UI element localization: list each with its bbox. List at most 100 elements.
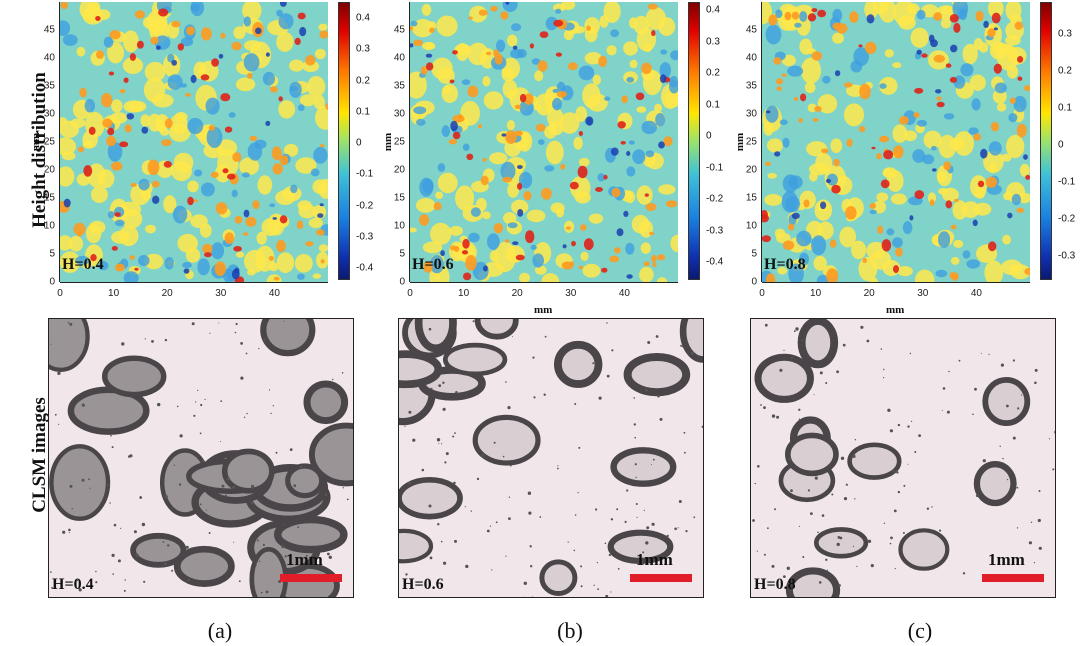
clsm-speck: [610, 518, 614, 521]
height-texture-blob: [969, 74, 986, 91]
height-texture-blob: [858, 256, 878, 281]
height-texture-blob: [144, 61, 166, 82]
height-texture-blob: [940, 18, 952, 29]
height-texture-blob: [211, 242, 225, 260]
clsm-image-b: [398, 318, 704, 598]
height-texture-blob: [504, 139, 522, 157]
clsm-speck: [754, 482, 756, 485]
clsm-speck: [807, 420, 809, 422]
clsm-speck: [143, 580, 146, 583]
height-texture-blob: [813, 255, 827, 271]
height-texture-blob: [996, 102, 1007, 112]
clsm-speck: [57, 371, 61, 375]
height-texture-blob: [102, 118, 113, 128]
clsm-speck: [505, 555, 507, 557]
height-texture-blob: [315, 105, 328, 130]
height-texture-blob: [1003, 192, 1013, 201]
clsm-speck: [284, 555, 287, 558]
height-texture-blob: [156, 45, 161, 50]
height-texture-blob: [436, 15, 458, 37]
clsm-speck: [76, 579, 79, 582]
height-texture-blob: [815, 153, 833, 173]
height-texture-blob: [800, 93, 807, 102]
clsm-speck: [703, 485, 704, 487]
height-texture-blob: [77, 146, 85, 153]
height-texture-blob: [410, 20, 418, 27]
height-texture-blob: [670, 234, 678, 253]
height-texture-blob: [651, 254, 657, 263]
height-texture-blob: [247, 72, 253, 79]
height-texture-blob: [224, 126, 233, 133]
clsm-speck: [208, 532, 211, 534]
height-texture-blob: [60, 20, 71, 36]
clsm-speck: [866, 339, 870, 343]
height-texture-blob: [126, 113, 135, 120]
clsm-speck: [1033, 562, 1036, 564]
y-tick-label: 10: [43, 220, 55, 232]
height-texture-blob: [636, 106, 647, 113]
height-texture-blob: [483, 91, 504, 110]
height-texture-blob: [500, 11, 509, 20]
clsm-speck: [477, 393, 479, 395]
clsm-speck: [783, 349, 785, 351]
height-texture-blob: [851, 240, 867, 260]
height-texture-blob: [974, 186, 986, 199]
clsm-speck: [113, 523, 117, 527]
y-tick-label: 25: [43, 136, 55, 148]
y-tick-label: 40: [745, 52, 757, 64]
clsm-speck: [776, 415, 780, 419]
height-texture-blob: [85, 111, 105, 138]
height-texture-blob: [544, 101, 554, 113]
height-texture-blob: [138, 178, 150, 191]
height-texture-blob: [138, 255, 150, 267]
height-texture-blob: [483, 265, 488, 272]
height-texture-blob: [448, 139, 458, 145]
height-texture-blob: [83, 165, 93, 177]
clsm-speck: [205, 509, 207, 511]
clsm-speck: [88, 478, 90, 481]
clsm-speck: [763, 553, 766, 556]
height-texture-blob: [1019, 163, 1030, 177]
height-texture-blob: [883, 150, 894, 160]
y-axis-unit-b: mm: [382, 132, 394, 152]
height-texture-blob: [510, 48, 524, 59]
clsm-speck: [430, 387, 433, 391]
height-texture-blob: [659, 62, 671, 79]
height-texture-blob: [859, 83, 871, 100]
clsm-speck: [106, 368, 108, 370]
clsm-speck: [890, 536, 893, 540]
clsm-speck: [860, 325, 864, 329]
clsm-speck: [1037, 518, 1041, 523]
height-texture-blob: [555, 8, 562, 14]
height-texture-blob: [60, 137, 77, 156]
height-texture-blob: [161, 139, 172, 147]
height-texture-blob: [204, 252, 212, 258]
height-texture-blob: [121, 209, 143, 229]
height-texture-blob: [803, 199, 810, 208]
clsm-image-c-svg: [752, 319, 1055, 597]
height-texture-blob: [478, 124, 482, 129]
x-tick-label: 40: [618, 288, 630, 299]
height-texture-blob: [560, 163, 566, 170]
clsm-speck: [837, 536, 841, 539]
clsm-speck: [608, 553, 611, 557]
x-axis-unit-c: mm: [886, 304, 905, 316]
height-texture-blob: [538, 139, 545, 145]
height-texture-blob: [879, 77, 898, 95]
height-texture-blob: [912, 149, 926, 163]
height-texture-blob: [773, 57, 782, 65]
clsm-island: [797, 319, 839, 369]
x-axis-unit-b: mm: [534, 304, 553, 316]
height-texture-blob: [877, 225, 884, 234]
height-texture-blob: [177, 233, 198, 253]
colorbar-a: [338, 2, 350, 280]
height-texture-blob: [799, 11, 808, 22]
clsm-speck: [171, 569, 174, 572]
height-texture-blob: [532, 253, 544, 268]
height-texture-blob: [1023, 85, 1030, 91]
height-texture-blob: [278, 13, 294, 30]
clsm-speck: [452, 435, 455, 438]
clsm-speck: [68, 532, 70, 534]
height-texture-blob: [211, 58, 220, 67]
height-texture-blob: [843, 103, 865, 127]
